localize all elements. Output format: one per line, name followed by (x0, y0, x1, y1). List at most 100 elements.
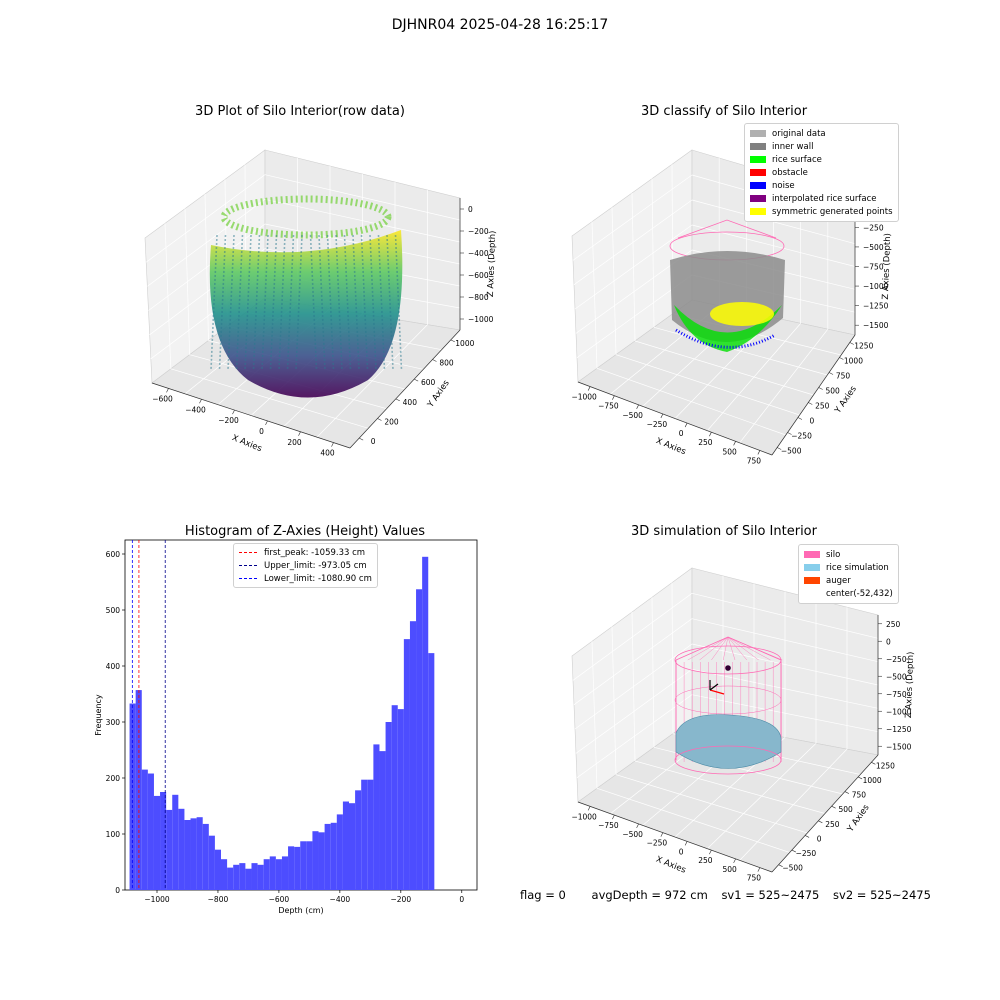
silo-scan-line (278, 234, 286, 371)
x-tick (587, 386, 591, 391)
x-tick (660, 832, 664, 837)
auger-y (709, 683, 719, 691)
y-tick-label: 750 (852, 791, 867, 800)
x-tick (265, 420, 268, 426)
x-axis-line (577, 381, 773, 456)
y-tick-label: 600 (106, 550, 121, 559)
y-axis-label: Frequency (94, 694, 103, 736)
x-tick (733, 858, 736, 864)
silo-scan-line (377, 234, 386, 371)
x-axis-label: X Axies (654, 855, 687, 876)
histogram-bar (355, 790, 362, 890)
x-tick-label: −400 (185, 405, 206, 414)
z-axis-label: Z Axies (Depth) (881, 233, 893, 300)
x-tick (587, 806, 591, 811)
histogram-bar (300, 841, 307, 890)
silo-roof-rib (727, 636, 747, 661)
z-tick-label: 250 (886, 620, 901, 629)
histogram-bar (367, 779, 374, 890)
legend-line (239, 565, 257, 566)
z-tick-label: −1000 (468, 315, 494, 324)
z-axis-label: Z Axies (Depth) (486, 230, 498, 297)
silo-scan-line (295, 234, 303, 371)
legend-entry: interpolated rice surface (750, 192, 893, 205)
y-tick-label: 100 (106, 830, 121, 839)
x-tick-label: −200 (391, 895, 412, 904)
legend-line (239, 552, 257, 553)
histogram-bar (373, 744, 380, 890)
histogram-bar (190, 818, 197, 890)
silo-scan-line (244, 234, 252, 371)
silo-scan-line (227, 234, 235, 371)
z-tick-label: −1000 (886, 707, 912, 716)
x-tick (331, 442, 334, 447)
y-tick (804, 835, 810, 838)
histogram-bar (403, 639, 410, 890)
histogram-bar (196, 817, 203, 890)
legend-entry: noise (750, 179, 893, 192)
x-tick-label: 0 (679, 847, 684, 856)
y-tick-label: 300 (106, 718, 121, 727)
silo-roof-rib (727, 636, 783, 661)
legend-entry: silo (804, 548, 893, 561)
y-tick (414, 378, 419, 382)
histogram-bar (379, 751, 386, 890)
y-tick-label: −250 (791, 432, 812, 441)
silo-roof-rib (687, 636, 729, 661)
y-tick-label: 800 (439, 359, 454, 368)
y-tick (395, 398, 400, 402)
silo-roof-rib (727, 636, 736, 661)
y-tick-label: 0 (810, 417, 815, 426)
histogram-bar (275, 859, 282, 890)
histogram-bar (281, 856, 289, 890)
symmetric-points (710, 302, 774, 326)
legend-entry: inner wall (750, 140, 893, 153)
y-tick (377, 418, 382, 421)
x-tick (612, 814, 615, 820)
x-tick (636, 404, 639, 409)
histogram-plot: −1000 −800 −600 −400 −200 0 0 100 200 300 400 500 60… (94, 539, 478, 915)
histogram-bar (166, 809, 173, 890)
histogram-bar (294, 846, 301, 890)
z-tick-label: −250 (886, 655, 907, 664)
x-tick-label: 250 (698, 856, 713, 865)
legend-swatch (750, 195, 766, 202)
silo-scan-line (369, 234, 377, 371)
legend-entry: Lower_limit: -1080.90 cm (239, 572, 372, 585)
histogram-bar (178, 808, 185, 890)
y-tick-label: 200 (384, 418, 399, 427)
figure-title: DJHNR04 2025-04-28 16:25:17 (391, 17, 609, 33)
histogram-bar (245, 868, 252, 890)
x-tick-label: −500 (622, 830, 643, 839)
y-tick (844, 791, 850, 794)
silo-roof-rib (711, 636, 729, 661)
silo-ring (674, 685, 782, 715)
y-axis-line (771, 754, 879, 873)
z-tick-label: −600 (468, 271, 489, 280)
silo-scan-line (252, 234, 261, 371)
legend-entry: rice simulation (804, 561, 893, 574)
rice-simulation-surface (675, 714, 782, 769)
silo-roof (677, 219, 777, 239)
x-tick (757, 450, 761, 455)
x-tick-label: 0 (259, 427, 264, 436)
x-tick (166, 388, 169, 393)
y-tick-label: 400 (106, 662, 121, 671)
silo-bottom-ring (674, 745, 782, 775)
x-tick-label: −800 (208, 895, 229, 904)
z-tick-label: −750 (863, 263, 884, 272)
y-tick (359, 437, 364, 441)
y-tick-label: 750 (836, 372, 851, 381)
legend-entry: first_peak: -1059.33 cm (239, 546, 372, 559)
z-tick-label: −250 (863, 223, 884, 232)
histogram-bar (239, 863, 246, 890)
panel2-title: 3D classify of Silo Interior (640, 104, 808, 119)
silo-top-ring (220, 195, 392, 239)
y-tick-label: −500 (782, 864, 803, 873)
x-tick (684, 841, 688, 846)
y-tick-label: 250 (815, 402, 830, 411)
histogram-bar (233, 864, 240, 890)
x-tick-label: −600 (152, 394, 173, 403)
histogram-bar (263, 859, 270, 890)
histogram-bar (214, 849, 221, 890)
